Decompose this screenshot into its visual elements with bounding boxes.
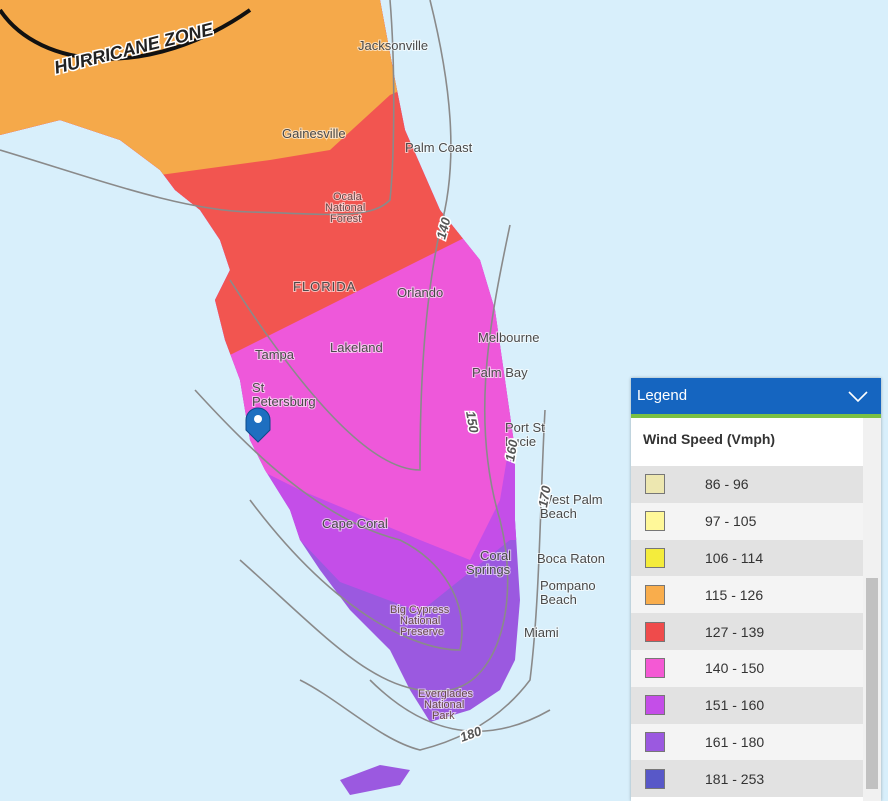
legend-swatch	[645, 511, 665, 532]
place-label: National	[400, 615, 440, 627]
legend-swatch	[645, 547, 665, 568]
legend-header[interactable]: Legend	[631, 378, 881, 418]
legend-label: 151 - 160	[705, 697, 765, 714]
place-label: Pompano	[540, 578, 596, 593]
legend-item: 161 - 180	[631, 723, 863, 761]
place-label: Petersburg	[252, 394, 316, 409]
legend-swatch	[645, 621, 665, 642]
place-labels: Jacksonville Gainesville Palm Coast Ocal…	[251, 37, 606, 723]
legend-swatch	[645, 768, 665, 789]
place-label: Beach	[540, 506, 577, 521]
place-label: Beach	[540, 592, 577, 607]
legend-item: 127 - 139	[631, 613, 863, 650]
place-label: Orlando	[397, 285, 443, 300]
place-label: Lucie	[505, 434, 536, 449]
place-label: Palm Bay	[472, 365, 528, 380]
contour-label: 170	[535, 484, 554, 509]
contour-label: 140	[433, 215, 453, 241]
legend-swatch	[645, 474, 665, 495]
scroll-thumb[interactable]	[866, 578, 878, 789]
isolines	[0, 0, 551, 751]
place-label: Preserve	[400, 626, 444, 638]
legend-swatch	[645, 695, 665, 716]
place-label: Everglades	[418, 688, 474, 700]
place-label: Forest	[330, 213, 361, 225]
legend-label: 97 - 105	[705, 513, 757, 530]
place-label: West Palm	[540, 492, 603, 507]
scrollbar[interactable]	[863, 418, 881, 801]
legend-label: 181 - 253	[705, 770, 765, 787]
legend-title: Legend	[637, 387, 688, 404]
contour-label: 160	[502, 438, 521, 463]
place-label: Big Cypress	[390, 604, 450, 616]
location-pin[interactable]	[245, 407, 271, 443]
place-label: Lakeland	[330, 340, 383, 355]
place-label: Tampa	[255, 347, 295, 362]
place-label: National	[424, 699, 464, 711]
place-label: Palm Coast	[405, 140, 473, 155]
collapse-icon[interactable]	[847, 390, 869, 404]
place-label: Park	[432, 710, 455, 722]
contour-label: 180	[458, 723, 484, 745]
place-label: Cape Coral	[322, 516, 388, 531]
place-label: St	[252, 380, 265, 395]
legend-label: 115 - 126	[705, 586, 764, 603]
legend-item: 181 - 253	[631, 760, 863, 798]
legend-item: 106 - 114	[631, 539, 863, 577]
zone-arc	[0, 8, 252, 61]
legend-label: 86 - 96	[705, 476, 749, 493]
legend-swatch	[645, 584, 665, 605]
place-label: Boca Raton	[537, 551, 605, 566]
place-label: National	[325, 202, 365, 214]
legend-item: 115 - 126	[631, 576, 863, 614]
place-label: Ocala	[333, 191, 363, 203]
legend-item: 140 - 150	[631, 649, 863, 687]
legend-body: Wind Speed (Vmph) 86 - 96 97 - 105 106 - 1…	[631, 418, 863, 801]
legend-label: 127 - 139	[705, 623, 765, 640]
place-label: Springs	[466, 562, 511, 577]
place-label: Coral	[480, 548, 511, 563]
legend-item: 86 - 96	[631, 466, 863, 503]
legend-swatch	[645, 658, 665, 679]
place-label: Gainesville	[282, 126, 346, 141]
legend-rows: 86 - 96 97 - 105 106 - 114 115 - 126 127 - 1…	[631, 466, 863, 798]
legend-label: 161 - 180	[705, 733, 765, 750]
legend-subtitle: Wind Speed (Vmph)	[643, 431, 776, 447]
legend-item: 97 - 105	[631, 502, 863, 540]
legend-swatch	[645, 731, 665, 752]
legend-item: 151 - 160	[631, 686, 863, 724]
place-label: Port St	[505, 420, 545, 435]
place-label: FLORIDA	[293, 279, 356, 294]
place-label: Jacksonville	[358, 38, 428, 53]
legend-label: 140 - 150	[705, 660, 765, 677]
legend-label: 106 - 114	[705, 549, 764, 566]
contour-label: 150	[463, 410, 482, 435]
place-label: Melbourne	[478, 330, 539, 345]
place-label: Miami	[524, 625, 559, 640]
legend-panel: Legend Wind Speed (Vmph) 86 - 96 97 - 105…	[631, 378, 881, 801]
